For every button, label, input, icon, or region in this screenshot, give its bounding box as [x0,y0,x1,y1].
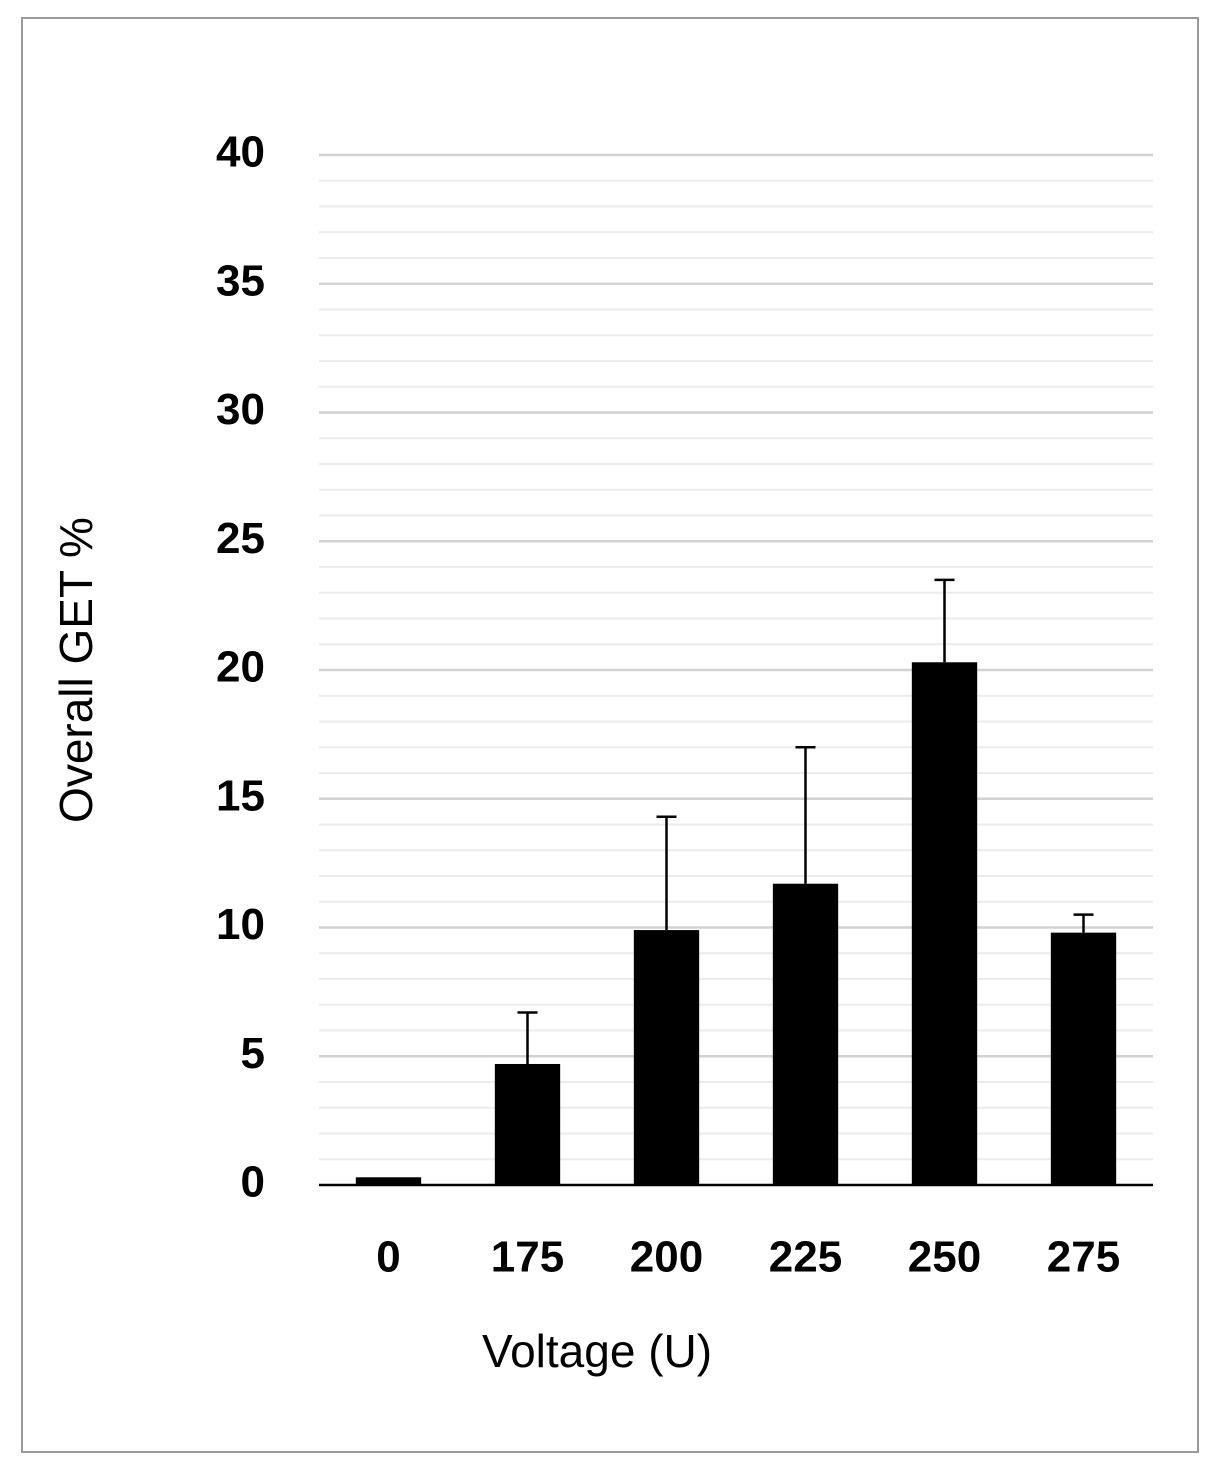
x-tick-label: 175 [491,1233,564,1282]
x-axis-title: Voltage (U) [482,1325,712,1377]
y-tick-label: 10 [216,900,265,949]
x-tick-label: 275 [1047,1233,1120,1282]
y-tick-label: 40 [216,128,265,177]
x-tick-label: 0 [376,1233,400,1282]
y-tick-label: 5 [241,1029,265,1078]
x-tick-label: 250 [908,1233,981,1282]
y-tick-label: 35 [216,256,265,305]
y-tick-label: 0 [241,1158,265,1207]
y-tick-label: 15 [216,771,265,820]
bar [633,930,700,1185]
x-tick-label: 200 [630,1233,703,1282]
x-tick-label: 225 [769,1233,842,1282]
y-tick-label: 20 [216,643,265,692]
bar [355,1177,422,1185]
y-tick-label: 25 [216,514,265,563]
y-axis-title: Overall GET % [50,517,102,823]
bar [911,662,978,1185]
bar [1050,932,1117,1185]
y-tick-label: 30 [216,385,265,434]
bar [772,883,839,1185]
bar [494,1063,561,1185]
